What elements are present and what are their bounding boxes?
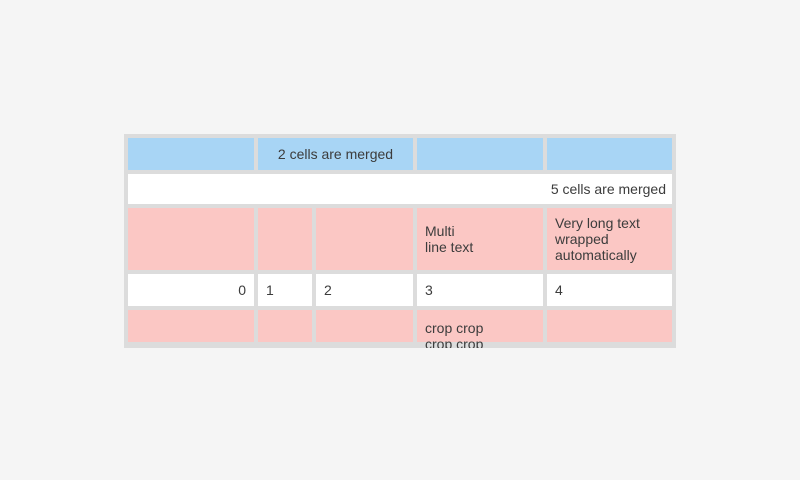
cell-r5c5 <box>547 310 672 342</box>
cell-r1-merged-2-3: 2 cells are merged <box>258 138 413 170</box>
cell-r5c3 <box>316 310 413 342</box>
wrapped-text: Very long text wrapped automatically <box>555 215 640 263</box>
cell-r3c3 <box>316 208 413 270</box>
cropped-text: crop crop crop crop <box>425 320 484 348</box>
cell-r4c2: 1 <box>258 274 312 306</box>
cell-r3c5-wrapped: Very long text wrapped automatically <box>547 208 672 270</box>
cell-r4c4: 3 <box>417 274 543 306</box>
cell-r4c3: 2 <box>316 274 413 306</box>
cell-r1c5 <box>547 138 672 170</box>
cell-r2-merged-1-5: 5 cells are merged <box>128 174 672 204</box>
cell-r5c1 <box>128 310 254 342</box>
table-row-blue-header: 2 cells are merged <box>128 138 672 170</box>
multiline-text: Multi line text <box>425 223 474 255</box>
cell-r3c4-multiline: Multi line text <box>417 208 543 270</box>
table-row-cropped: crop crop crop crop <box>128 310 672 348</box>
cell-r5c4-crop: crop crop crop crop <box>417 310 543 348</box>
cell-r5c2 <box>258 310 312 342</box>
table-row-numbers: 0 1 2 3 4 <box>128 274 672 306</box>
cell-r1c4 <box>417 138 543 170</box>
cell-r3c1 <box>128 208 254 270</box>
table-row-wrapped-text: Multi line text Very long text wrapped a… <box>128 208 672 270</box>
cell-r3c2 <box>258 208 312 270</box>
table-view[interactable]: 2 cells are merged 5 cells are merged Mu… <box>124 134 676 348</box>
cell-r4c1: 0 <box>128 274 254 306</box>
cell-r1c1 <box>128 138 254 170</box>
table-row-full-merged: 5 cells are merged <box>128 174 672 204</box>
cell-r4c5: 4 <box>547 274 672 306</box>
